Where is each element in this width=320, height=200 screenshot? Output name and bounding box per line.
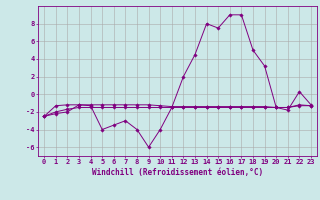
X-axis label: Windchill (Refroidissement éolien,°C): Windchill (Refroidissement éolien,°C) <box>92 168 263 177</box>
